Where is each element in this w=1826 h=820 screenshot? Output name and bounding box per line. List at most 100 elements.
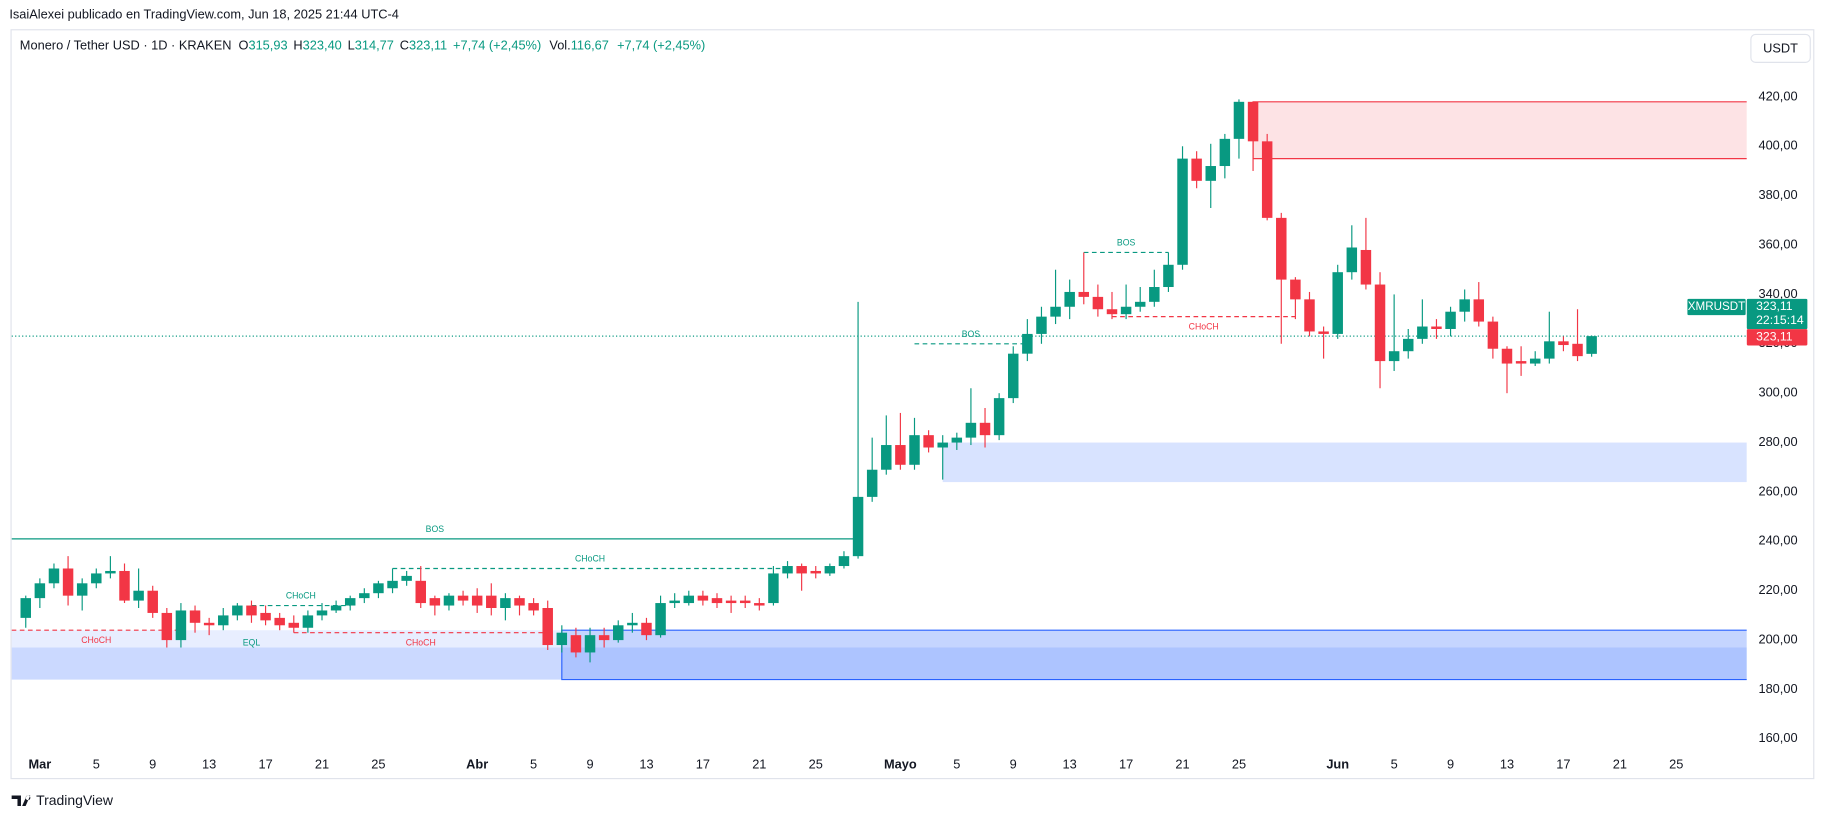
candle-body (881, 445, 892, 470)
legend: Monero / Tether USD · 1D · KRAKEN O315,93… (20, 38, 706, 53)
change: +7,74 (+2,45%) (453, 38, 541, 53)
candle-body (1346, 247, 1358, 273)
candle-body (274, 617, 285, 626)
candle-body (1388, 351, 1400, 362)
candle-body (824, 566, 836, 574)
candle-body (1247, 101, 1259, 142)
candle-body (344, 598, 356, 606)
candle-body (260, 612, 271, 621)
candle-body (1572, 343, 1583, 357)
candle-body (895, 445, 906, 465)
candle-body (34, 583, 46, 599)
currency-label[interactable]: USDT (1763, 40, 1798, 55)
axes: 160,00 180,00 200,00 220,00 240,00 260,00 280,… (28, 88, 1808, 772)
structure-label: CHoCH (575, 553, 605, 563)
currency-button[interactable]: USDT (1750, 33, 1811, 63)
candle-body (598, 635, 610, 641)
symbol-tag-text: XMRUSDT (1688, 300, 1745, 313)
x-tick-label: 17 (1119, 757, 1133, 772)
candle-body (1149, 287, 1160, 302)
candle-body (1092, 296, 1104, 310)
low-value: 314,77 (355, 38, 394, 53)
candle-body (486, 595, 497, 608)
structure-label: BOS (426, 524, 445, 534)
structure-label: CHoCH (286, 591, 316, 601)
structure-label: CHoCH (406, 637, 436, 647)
high-value: 323,40 (303, 38, 342, 53)
candle-body (627, 622, 638, 626)
zone (561, 630, 1747, 680)
symbol: Monero / Tether USD · 1D · KRAKEN (20, 38, 232, 53)
candle-body (119, 570, 130, 601)
currency-button-box[interactable] (1750, 33, 1811, 63)
price-tag-text: 323,11 (1756, 330, 1793, 344)
candle-body (711, 598, 723, 604)
candle-body (1106, 309, 1118, 315)
brand-logo[interactable] (11, 795, 31, 806)
x-tick-label: 9 (586, 757, 593, 772)
candle-body (1529, 358, 1541, 364)
candle-body (655, 603, 666, 636)
x-tick-label: 9 (1447, 757, 1454, 772)
candle-body (443, 595, 455, 606)
candle-body (866, 469, 878, 497)
candle-body (161, 612, 173, 641)
open-key: O (238, 38, 248, 53)
candle-body (147, 590, 158, 613)
candle-body (1487, 321, 1499, 349)
x-tick-label: 13 (639, 757, 653, 772)
candle-body (62, 568, 74, 596)
x-tick-label: Abr (466, 757, 488, 772)
candle-body (909, 435, 920, 465)
candle-body (669, 600, 680, 604)
candle-body (584, 635, 596, 653)
zone (1253, 101, 1747, 159)
x-tick-label: 25 (1232, 757, 1246, 772)
brand-name[interactable]: TradingView (36, 792, 114, 808)
candle-body (373, 583, 384, 594)
brand[interactable]: TradingView (11, 792, 114, 808)
candle-body (76, 583, 88, 596)
y-tick-label: 340,00 (1758, 286, 1797, 301)
candle-body (796, 566, 807, 574)
candle-body (1332, 272, 1343, 334)
candle-body (175, 610, 187, 641)
y-tick-label: 180,00 (1758, 681, 1797, 696)
candle-body (768, 573, 779, 604)
x-tick-label: 13 (1063, 757, 1077, 772)
candle-body (1233, 101, 1245, 139)
candle-body (556, 632, 568, 646)
price-tag (1746, 329, 1808, 346)
candle-body (937, 442, 948, 448)
plot-area: BOS CHoCH CHoCH CHoCH CHoCH EQL BOS BOS CHoCH (11, 99, 1747, 681)
candle-body (1290, 279, 1301, 300)
candle-body (457, 595, 469, 601)
y-tick-label: 420,00 (1758, 88, 1797, 103)
y-tick-label: 300,00 (1758, 385, 1797, 400)
x-tick-label: 17 (1556, 757, 1570, 772)
x-tick-label: 5 (953, 757, 960, 772)
zone (11, 630, 1747, 680)
x-tick-label: 21 (1613, 757, 1627, 772)
candle-body (48, 568, 60, 584)
structure-label: BOS (1117, 237, 1136, 247)
y-tick-label: 200,00 (1758, 631, 1797, 646)
candle-body (1120, 306, 1132, 315)
y-tick-label: 280,00 (1758, 434, 1797, 449)
candle-body (542, 607, 553, 646)
high-key: H (293, 38, 302, 53)
candle-body (1036, 316, 1047, 334)
candle-body (1473, 299, 1485, 322)
x-tick-label: 13 (1500, 757, 1514, 772)
candle-body (316, 610, 328, 616)
volume-value: 116,67 (571, 38, 609, 53)
last-price-tag (1746, 298, 1808, 330)
candle-body (725, 600, 737, 604)
x-tick-label: Mar (28, 757, 51, 772)
x-tick-label: 25 (1669, 757, 1683, 772)
candle-body (387, 580, 398, 589)
x-tick-label: 17 (696, 757, 710, 772)
candle-body (739, 600, 751, 604)
byline: IsaiAlexei publicado en TradingView.com,… (9, 7, 399, 22)
candle-body (1515, 361, 1527, 364)
